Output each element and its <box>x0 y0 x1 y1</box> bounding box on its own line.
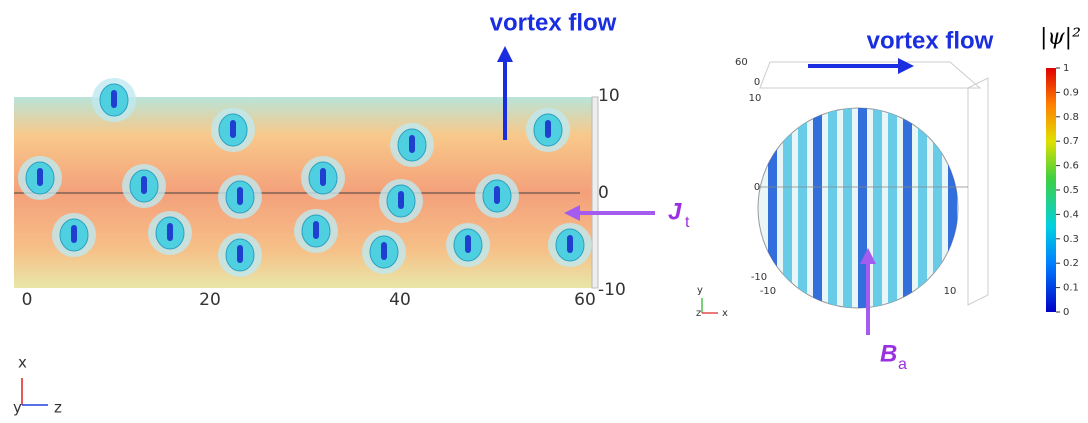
stripe <box>933 100 942 320</box>
side-tick-label: 10 <box>598 86 620 106</box>
x-tick-label: 40 <box>389 290 411 310</box>
vortex-core <box>111 90 117 108</box>
vortex-core <box>494 186 500 204</box>
flow-arrowhead <box>898 58 914 74</box>
right-title: vortex flow <box>867 27 994 54</box>
vortex-core <box>237 245 243 263</box>
triad-out-label: y <box>13 399 22 417</box>
stripe <box>858 100 867 320</box>
colorbar-tick-label: 0.2 <box>1063 258 1079 269</box>
side-tick-label: -10 <box>598 280 626 300</box>
colorbar-tick-label: 0.9 <box>1063 87 1079 98</box>
vortex-core <box>237 187 243 205</box>
colorbar-tick-label: 0.7 <box>1063 136 1079 147</box>
stripe <box>843 100 852 320</box>
vortex-core <box>409 135 415 153</box>
axis-tick-label: -10 <box>760 286 776 297</box>
vortex-core <box>398 191 404 209</box>
colorbar-title: |ψ|² <box>1040 25 1081 50</box>
vortex-core <box>313 221 319 239</box>
colorbar-tick-label: 0.3 <box>1063 234 1079 245</box>
colorbar-tick-label: 0 <box>1063 307 1069 318</box>
triad-right-label: x <box>722 308 728 319</box>
vortex-core <box>545 120 551 138</box>
stripe <box>888 100 897 320</box>
field-subscript: a <box>898 356 907 373</box>
stripe <box>873 100 882 320</box>
stripe <box>828 100 837 320</box>
axis-tick-label: 0 <box>754 182 760 193</box>
current-symbol: J <box>668 198 682 225</box>
vortex-core <box>141 176 147 194</box>
colorbar-tick-label: 0.1 <box>1063 283 1079 294</box>
colorbar-tick-label: 0.8 <box>1063 112 1079 123</box>
vortex-core <box>37 168 43 186</box>
colorbar-tick-label: 0.5 <box>1063 185 1079 196</box>
triad-out-label: z <box>696 308 701 319</box>
colorbar-tick-label: 0.4 <box>1063 209 1079 220</box>
vortex-core <box>230 120 236 138</box>
left-title: vortex flow <box>490 9 617 36</box>
right-panel: vortex flow B a y x z <box>696 27 994 373</box>
axis-tick-label: 0 <box>754 77 760 88</box>
x-tick-label: 60 <box>574 290 596 310</box>
colorbar-ramp <box>1046 68 1056 312</box>
axis-tick-label: -10 <box>751 272 767 283</box>
triad-up-label: x <box>18 354 27 372</box>
stripe <box>813 100 822 320</box>
vortex-core <box>71 225 77 243</box>
current-subscript: t <box>685 214 690 231</box>
triad-up-label: y <box>697 285 703 296</box>
figure: vortex flow J t x z y vortex flow B a y … <box>0 0 1088 419</box>
vortex-core <box>320 168 326 186</box>
x-tick-label: 20 <box>199 290 221 310</box>
axis-tick-label: 60 <box>735 57 748 68</box>
vortex-core <box>567 235 573 253</box>
field-symbol: B <box>880 340 897 367</box>
stripe <box>903 100 912 320</box>
triad-right-label: z <box>54 399 62 417</box>
vortex-core <box>167 223 173 241</box>
stripe <box>798 100 807 320</box>
left-panel: vortex flow J t x z y <box>13 9 690 416</box>
axis-tick-label: 10 <box>944 286 957 297</box>
x-tick-label: 0 <box>22 290 33 310</box>
stripe <box>783 100 792 320</box>
colorbar-tick-label: 0.6 <box>1063 161 1079 172</box>
colorbar-tick-label: 1 <box>1063 63 1069 74</box>
vortex-core <box>381 242 387 260</box>
box-side <box>968 78 988 305</box>
axis-tick-label: 10 <box>749 93 762 104</box>
side-tick-label: 0 <box>598 183 609 203</box>
flow-arrowhead <box>497 46 513 62</box>
vortex-core <box>465 235 471 253</box>
